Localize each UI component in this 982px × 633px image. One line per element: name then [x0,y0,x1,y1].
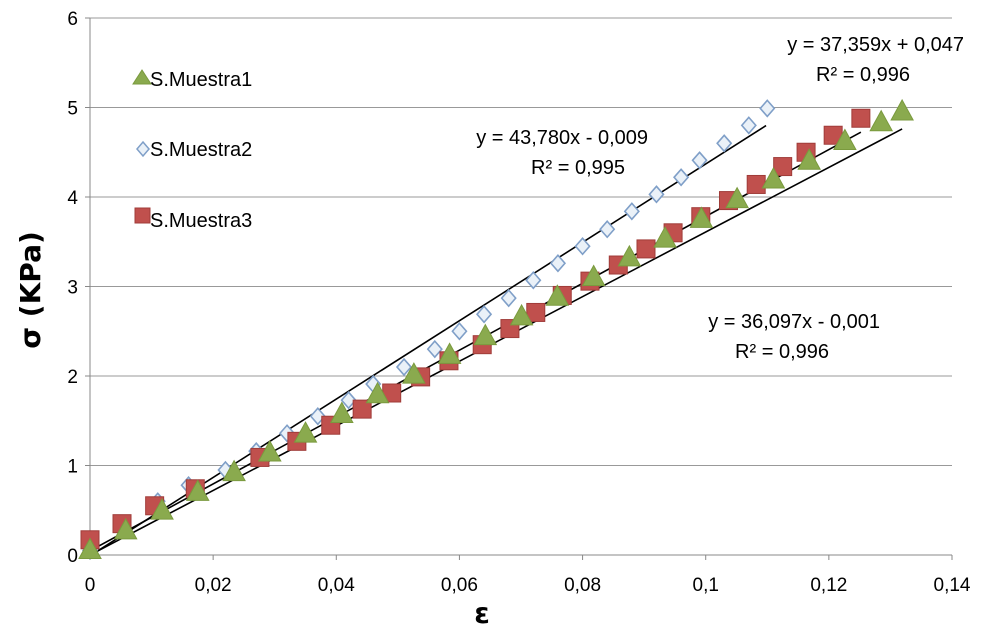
triangle-point [509,303,534,326]
x-tick-label: 0,08 [564,575,601,596]
x-tick-label: 0,1 [693,575,719,596]
triangle-point [545,284,570,306]
triangle-point [797,148,821,170]
y-tick-label: 1 [67,457,78,478]
diamond-point [673,168,690,187]
legend-marker-triangle [132,69,152,85]
diamond-point [340,390,357,410]
legend-label-s-muestra3: S.Muestra3 [150,210,252,232]
x-tick-label: 0,04 [318,575,355,596]
diamond-point [691,151,708,170]
equation-s-muestra3: y = 37,359x + 0,047 [787,34,964,56]
x-tick-label: 0,06 [441,575,478,596]
legend-item-s-muestra1: S.Muestra1 [132,69,252,91]
diamond-point [740,116,757,135]
triangle-point [150,498,174,520]
triangle-point [581,264,606,287]
triangle-point [833,128,857,151]
y-tick-labels: 0 1 2 3 4 5 6 [67,9,78,567]
y-tick-label: 4 [67,188,78,209]
triangle-point [257,439,282,462]
triangle-point [293,421,318,443]
legend-item-s-muestra3: S.Muestra3 [134,207,252,232]
diamond-point [549,254,567,273]
triangle-point [653,226,677,248]
x-tick-label: 0,14 [934,575,971,596]
triangle-point [617,244,642,267]
triangle-point [689,206,714,228]
triangle-point [725,186,749,209]
triangle-point [437,342,462,364]
diamond-point [574,237,591,256]
x-tick-label: 0,12 [810,575,847,596]
triangle-point [890,98,914,121]
square-point [851,108,871,128]
r2-s-muestra1: R² = 0,996 [735,341,829,363]
trendline-equations: y = 37,359x + 0,047 R² = 0,996 y = 43,78… [476,34,964,363]
y-tick-label: 3 [67,278,78,299]
triangle-point [222,459,246,482]
legend-item-s-muestra2: S.Muestra2 [136,139,252,161]
square-point [352,399,372,419]
square-point [636,239,656,259]
y-tick-label: 0 [67,546,78,567]
square-point [746,174,766,194]
r2-s-muestra3: R² = 0,996 [816,64,910,86]
diamond-point [716,134,733,153]
legend-label-s-muestra2: S.Muestra2 [150,139,252,161]
legend-marker-diamond [136,140,150,158]
legend-label-s-muestra1: S.Muestra1 [150,69,252,91]
y-axis-title: σ (KPa) [14,231,47,349]
diamond-point [759,99,776,118]
triangle-point [78,537,102,560]
triangle-point [329,401,354,423]
axes [85,17,953,560]
triangle-point [869,109,894,132]
triangle-point [185,479,210,501]
diamond-point [525,271,542,290]
diamond-point [599,220,616,239]
data-points [78,98,914,560]
x-tick-labels: 0 0,02 0,04 0,06 0,08 0,1 0,12 0,14 [85,575,971,596]
equation-s-muestra2: y = 43,780x - 0,009 [476,127,648,149]
diamond-point [648,185,665,204]
trendline-s-muestra1 [89,128,903,556]
triangle-point [473,323,498,346]
triangle-point [761,166,786,189]
legend: S.Muestra1 S.Muestra2 S.Muestra3 [132,69,252,232]
diamond-point [451,322,468,341]
square-point [773,157,793,177]
r2-s-muestra2: R² = 0,995 [531,157,625,179]
y-tick-label: 2 [67,367,78,388]
triangle-point [365,381,390,404]
diamond-point [395,357,413,377]
y-tick-label: 6 [67,9,78,30]
diamond-point [426,339,443,359]
equation-s-muestra1: y = 36,097x - 0,001 [708,311,880,333]
gridlines [90,17,952,466]
square-point [526,302,546,322]
x-axis-title: ε [474,597,490,630]
diamond-point [500,288,517,308]
y-tick-label: 5 [67,99,78,120]
triangle-point [402,362,426,384]
triangle-point [113,517,138,540]
diamond-point [623,202,640,221]
diamond-point [475,305,493,324]
legend-marker-square [134,207,151,224]
x-tick-label: 0 [85,575,96,596]
x-tick-label: 0,02 [195,575,232,596]
